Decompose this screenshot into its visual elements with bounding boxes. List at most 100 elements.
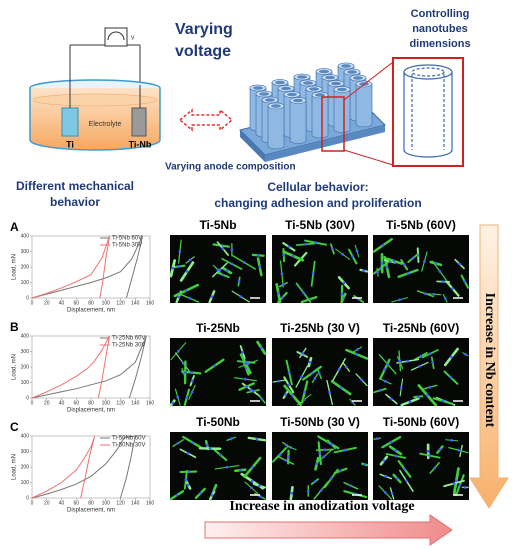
legend-label: Ti-50Nb 30V [112, 443, 145, 449]
nucleus [251, 389, 255, 393]
nucleus [363, 463, 367, 466]
nucleus [362, 269, 366, 273]
nucleus [432, 292, 436, 296]
y-axis-title: Load, mN [12, 354, 18, 380]
nucleus [242, 261, 246, 264]
cathode-label: Ti [66, 139, 74, 149]
x-tick-label: 140 [131, 400, 140, 406]
nucleus [390, 492, 394, 495]
nucleus [308, 360, 312, 364]
x-tick-label: 100 [102, 300, 111, 306]
nucleus [378, 389, 382, 392]
series-line [31, 335, 147, 399]
legend-label: Ti-5Nb 30V [112, 243, 142, 249]
nucleus [392, 259, 396, 263]
micrograph-bg [373, 338, 469, 406]
mechanical-title: Different mechanical [16, 179, 134, 193]
nucleus [171, 266, 175, 270]
nucleus [282, 253, 286, 257]
nucleus [190, 379, 194, 383]
x-tick-label: 0 [31, 500, 34, 506]
nucleus [425, 393, 429, 397]
nucleus [250, 486, 253, 490]
nucleus [229, 437, 233, 441]
tube-hole [325, 75, 335, 80]
x-tick-label: 140 [131, 500, 140, 506]
y-tick-label: 400 [21, 433, 30, 439]
nucleus [259, 346, 263, 350]
nucleus [351, 255, 355, 258]
nucleus [310, 371, 314, 375]
nucleus [330, 442, 333, 446]
nucleus [186, 483, 190, 487]
nucleus [260, 397, 264, 401]
nucleus [182, 361, 185, 365]
micrograph-bg [272, 338, 368, 406]
y-tick-label: 200 [21, 364, 30, 370]
tube-hole [275, 80, 285, 85]
image-label: Ti-5Nb [199, 218, 236, 232]
nucleus [286, 455, 290, 459]
nucleus [315, 462, 319, 466]
nucleus [343, 448, 347, 452]
nucleus [450, 438, 454, 442]
legend-label: Ti-25Nb 60V [112, 336, 145, 342]
x-tick-label: 20 [44, 300, 50, 306]
nucleus [441, 280, 445, 284]
micrograph-bg [272, 432, 368, 500]
nucleus [463, 485, 467, 489]
nucleus [424, 292, 427, 296]
nucleus [176, 441, 180, 445]
nucleus [176, 395, 180, 399]
image-label: Ti-50Nb [196, 415, 240, 429]
nucleus [398, 359, 402, 363]
nucleus [225, 465, 229, 469]
nucleus [244, 362, 248, 366]
micrograph [169, 235, 266, 304]
nucleus [258, 265, 262, 269]
x-tick-label: 80 [88, 400, 94, 406]
nucleus [428, 385, 432, 389]
y-tick-label: 400 [21, 333, 30, 339]
nucleus [278, 453, 282, 456]
nucleus [408, 400, 412, 404]
tube-hole [341, 64, 351, 68]
nucleus [188, 258, 192, 262]
nucleus [441, 399, 445, 403]
voltmeter [104, 27, 128, 47]
x-tick-label: 60 [73, 300, 79, 306]
nucleus [342, 281, 346, 285]
nucleus [188, 296, 192, 300]
nucleus [250, 479, 254, 483]
micrograph [272, 338, 369, 407]
nucleus [385, 265, 389, 269]
image-label: Ti-5Nb (60V) [386, 218, 456, 232]
nucleus [318, 451, 322, 455]
tube [333, 86, 351, 133]
nucleus [314, 241, 317, 245]
tube-hole [271, 104, 281, 108]
voltage-arrow [204, 514, 453, 546]
voltage-title: Varying [175, 21, 233, 38]
single-tube [403, 64, 453, 158]
x-axis-title: Displacement, nm [67, 408, 115, 414]
nucleus [287, 371, 291, 374]
legend-label: Ti-50Nb 60V [112, 436, 145, 442]
nucleus [356, 347, 360, 351]
nucleus [398, 298, 401, 302]
nucleus [244, 377, 247, 381]
nucleus [175, 493, 179, 497]
y-tick-label: 0 [26, 295, 29, 301]
nb-axis-label: Increase in Nb content [482, 293, 497, 428]
nucleus [381, 243, 385, 247]
nucleus [395, 477, 399, 480]
nucleus [190, 390, 194, 394]
cellular-subtitle: changing adhesion and proliferation [214, 196, 421, 210]
nucleus [383, 367, 387, 371]
tube-hole [303, 81, 313, 85]
nucleus [208, 447, 212, 450]
meter-label: V [131, 35, 135, 41]
nucleus [237, 280, 241, 283]
tube-hole [293, 98, 303, 103]
nucleus [402, 263, 406, 267]
